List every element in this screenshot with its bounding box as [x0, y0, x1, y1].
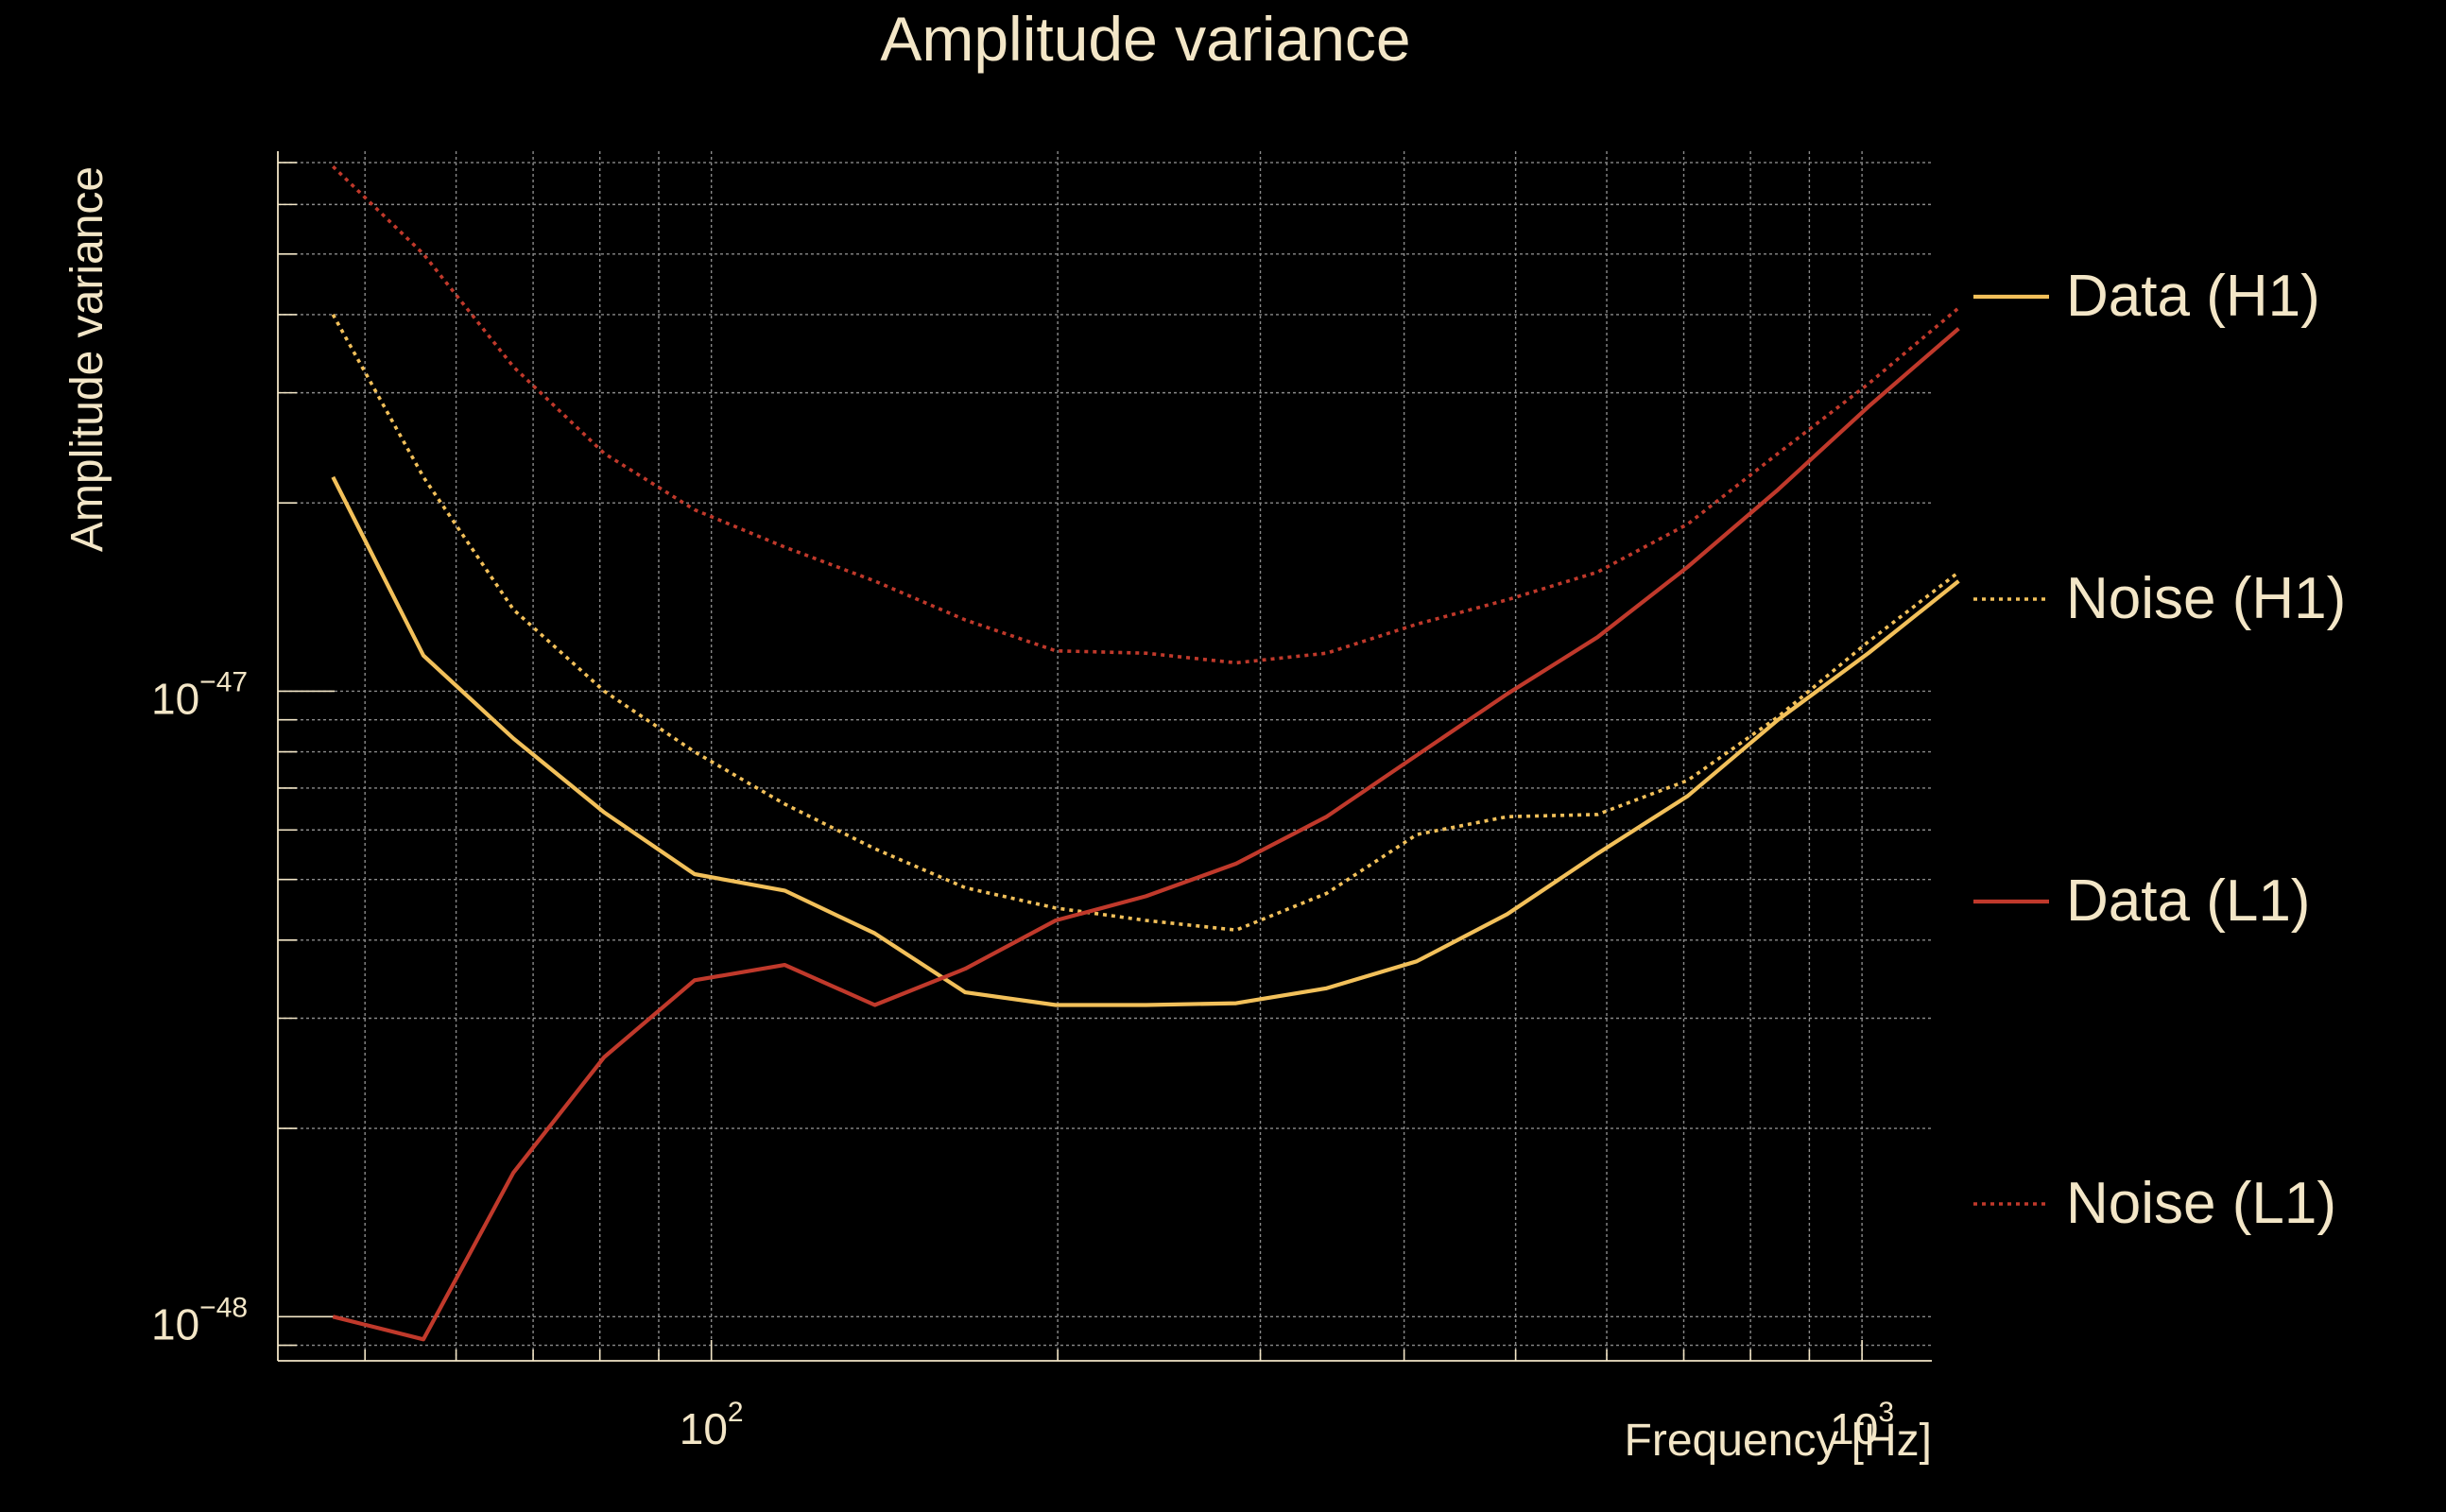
x-tick-label-1: 103 [1830, 1397, 1894, 1453]
legend-label-data-h1: Data (H1) [2066, 264, 2320, 329]
y-axis-label: Amplitude variance [62, 166, 112, 552]
series-line-data-h1 [331, 475, 1960, 1007]
series-lines [331, 164, 1960, 1342]
legend-item-data-h1: Data (H1) [1973, 264, 2320, 329]
legend-item-data-l1: Data (L1) [1973, 868, 2310, 934]
series-line-noise-l1 [332, 164, 1960, 665]
legend-label-data-l1: Data (L1) [2066, 868, 2310, 934]
axes [277, 151, 1932, 1362]
legend-item-noise-l1: Noise (L1) [1973, 1171, 2336, 1236]
series-line-noise-h1 [331, 314, 1960, 933]
grid-lines [278, 151, 1932, 1361]
x-tick-label-0: 102 [680, 1397, 744, 1453]
tick-labels: 102 103 10−48 10−47 [151, 666, 1894, 1453]
series-line-data-l1 [332, 327, 1960, 1342]
y-tick-label-1: 10−47 [151, 666, 248, 723]
x-axis-label: Frequency [Hz] [1625, 1416, 1932, 1466]
legend-label-noise-l1: Noise (L1) [2066, 1171, 2336, 1236]
y-tick-label-0: 10−48 [151, 1292, 248, 1349]
chart-title: Amplitude variance [880, 4, 1410, 74]
legend: Data (H1) Noise (H1) Data (L1) Noise (L1) [1973, 264, 2346, 1236]
legend-item-noise-h1: Noise (H1) [1973, 566, 2346, 631]
legend-label-noise-h1: Noise (H1) [2066, 566, 2346, 631]
